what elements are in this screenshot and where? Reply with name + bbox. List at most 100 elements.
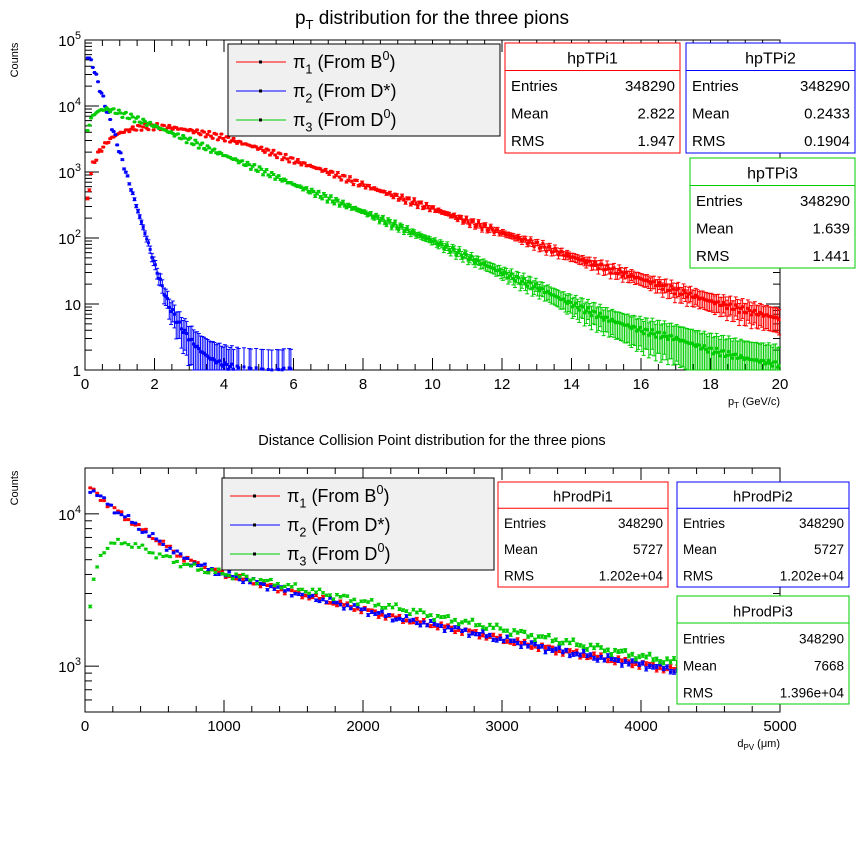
data-point: [424, 237, 428, 241]
data-point: [234, 577, 238, 581]
data-point: [182, 559, 186, 563]
data-point: [602, 268, 606, 272]
data-point: [603, 267, 607, 271]
data-point: [235, 158, 239, 162]
data-point: [454, 253, 458, 257]
data-point: [532, 245, 536, 249]
data-point: [297, 592, 301, 596]
data-point: [143, 119, 147, 123]
data-point: [189, 558, 193, 562]
data-point: [179, 137, 183, 141]
data-point: [307, 597, 311, 601]
data-point: [346, 203, 350, 207]
data-point: [344, 205, 348, 209]
data-point: [708, 299, 712, 303]
data-point: [761, 359, 765, 363]
data-point: [299, 185, 303, 189]
data-point: [450, 626, 454, 630]
data-point: [534, 282, 538, 286]
data-point: [100, 149, 104, 153]
data-point: [416, 233, 420, 237]
data-point: [692, 296, 696, 300]
data-point: [146, 121, 150, 125]
data-point: [338, 603, 342, 607]
data-point: [127, 117, 131, 121]
data-point: [775, 316, 779, 320]
data-point: [395, 193, 399, 197]
data-point: [429, 624, 433, 628]
data-point: [423, 236, 427, 240]
data-point: [147, 534, 151, 538]
data-point: [715, 300, 719, 304]
data-point: [478, 262, 482, 266]
data-point: [129, 188, 133, 192]
data-point: [768, 315, 772, 319]
data-point: [499, 271, 503, 275]
data-point: [254, 145, 258, 149]
data-point: [380, 613, 384, 617]
data-point: [525, 284, 529, 288]
data-point: [296, 184, 300, 188]
data-point: [123, 515, 127, 519]
data-point: [256, 169, 260, 173]
data-point: [179, 552, 183, 556]
data-point: [464, 253, 468, 257]
data-point: [774, 360, 778, 364]
data-point: [144, 527, 148, 531]
data-point: [356, 607, 360, 611]
data-point: [554, 651, 558, 655]
data-point: [270, 368, 274, 372]
data-point: [102, 496, 106, 500]
data-point: [577, 258, 581, 262]
data-point: [113, 133, 117, 137]
data-point: [650, 328, 654, 332]
data-point: [560, 297, 564, 301]
data-point: [755, 312, 759, 316]
data-point: [207, 356, 211, 360]
data-point: [212, 147, 216, 151]
data-point: [732, 307, 736, 311]
data-point: [99, 494, 103, 498]
data-point: [172, 312, 176, 316]
data-point: [414, 233, 418, 237]
x-tick-label: 18: [702, 376, 719, 393]
data-point: [272, 148, 276, 152]
data-point: [113, 506, 117, 510]
data-point: [442, 247, 446, 251]
data-point: [221, 136, 225, 140]
data-point: [735, 356, 739, 360]
data-point: [711, 300, 715, 304]
data-point: [582, 653, 586, 657]
data-point: [417, 201, 421, 205]
data-point: [405, 196, 409, 200]
data-point: [716, 350, 720, 354]
data-point: [550, 250, 554, 254]
data-point: [497, 231, 501, 235]
data-point: [303, 161, 307, 165]
data-point: [579, 304, 583, 308]
data-point: [503, 232, 507, 236]
data-point: [279, 588, 283, 592]
data-point: [617, 321, 621, 325]
data-point: [463, 219, 467, 223]
data-point: [286, 588, 290, 592]
data-point: [468, 256, 472, 260]
data-point: [444, 211, 448, 215]
data-point: [126, 514, 130, 518]
data-point: [680, 338, 684, 342]
data-point: [636, 328, 640, 332]
data-point: [437, 243, 441, 247]
data-point: [468, 223, 472, 227]
data-point: [579, 258, 583, 262]
data-point: [162, 293, 166, 297]
data-point: [650, 280, 654, 284]
data-point: [235, 364, 239, 368]
data-point: [89, 58, 93, 62]
data-point: [190, 128, 194, 132]
data-point: [179, 554, 183, 558]
data-point: [735, 306, 739, 310]
data-point: [139, 128, 143, 132]
data-point: [103, 104, 107, 108]
data-point: [548, 244, 552, 248]
data-point: [188, 136, 192, 140]
